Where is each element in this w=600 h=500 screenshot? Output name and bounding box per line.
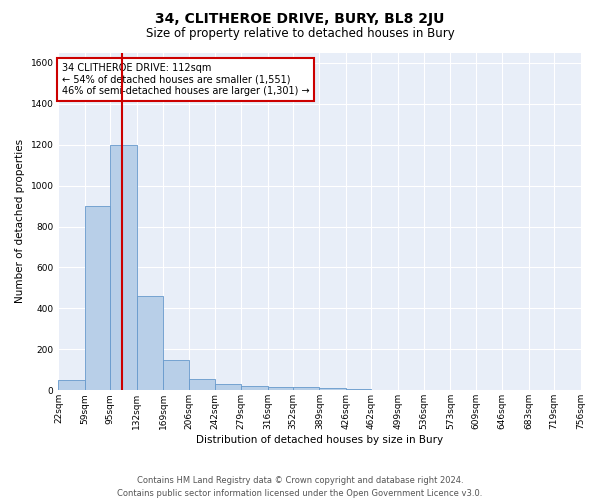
Bar xyxy=(163,360,189,390)
Bar xyxy=(268,387,293,390)
Bar xyxy=(137,296,163,390)
X-axis label: Distribution of detached houses by size in Bury: Distribution of detached houses by size … xyxy=(196,435,443,445)
Bar xyxy=(110,144,137,390)
Y-axis label: Number of detached properties: Number of detached properties xyxy=(15,140,25,304)
Text: 34 CLITHEROE DRIVE: 112sqm
← 54% of detached houses are smaller (1,551)
46% of s: 34 CLITHEROE DRIVE: 112sqm ← 54% of deta… xyxy=(62,62,310,96)
Bar xyxy=(241,386,268,390)
Text: Size of property relative to detached houses in Bury: Size of property relative to detached ho… xyxy=(146,28,454,40)
Bar xyxy=(189,379,215,390)
Bar xyxy=(58,380,85,390)
Bar xyxy=(319,388,346,390)
Text: Contains HM Land Registry data © Crown copyright and database right 2024.
Contai: Contains HM Land Registry data © Crown c… xyxy=(118,476,482,498)
Bar xyxy=(85,206,110,390)
Bar xyxy=(215,384,241,390)
Text: 34, CLITHEROE DRIVE, BURY, BL8 2JU: 34, CLITHEROE DRIVE, BURY, BL8 2JU xyxy=(155,12,445,26)
Bar xyxy=(293,387,319,390)
